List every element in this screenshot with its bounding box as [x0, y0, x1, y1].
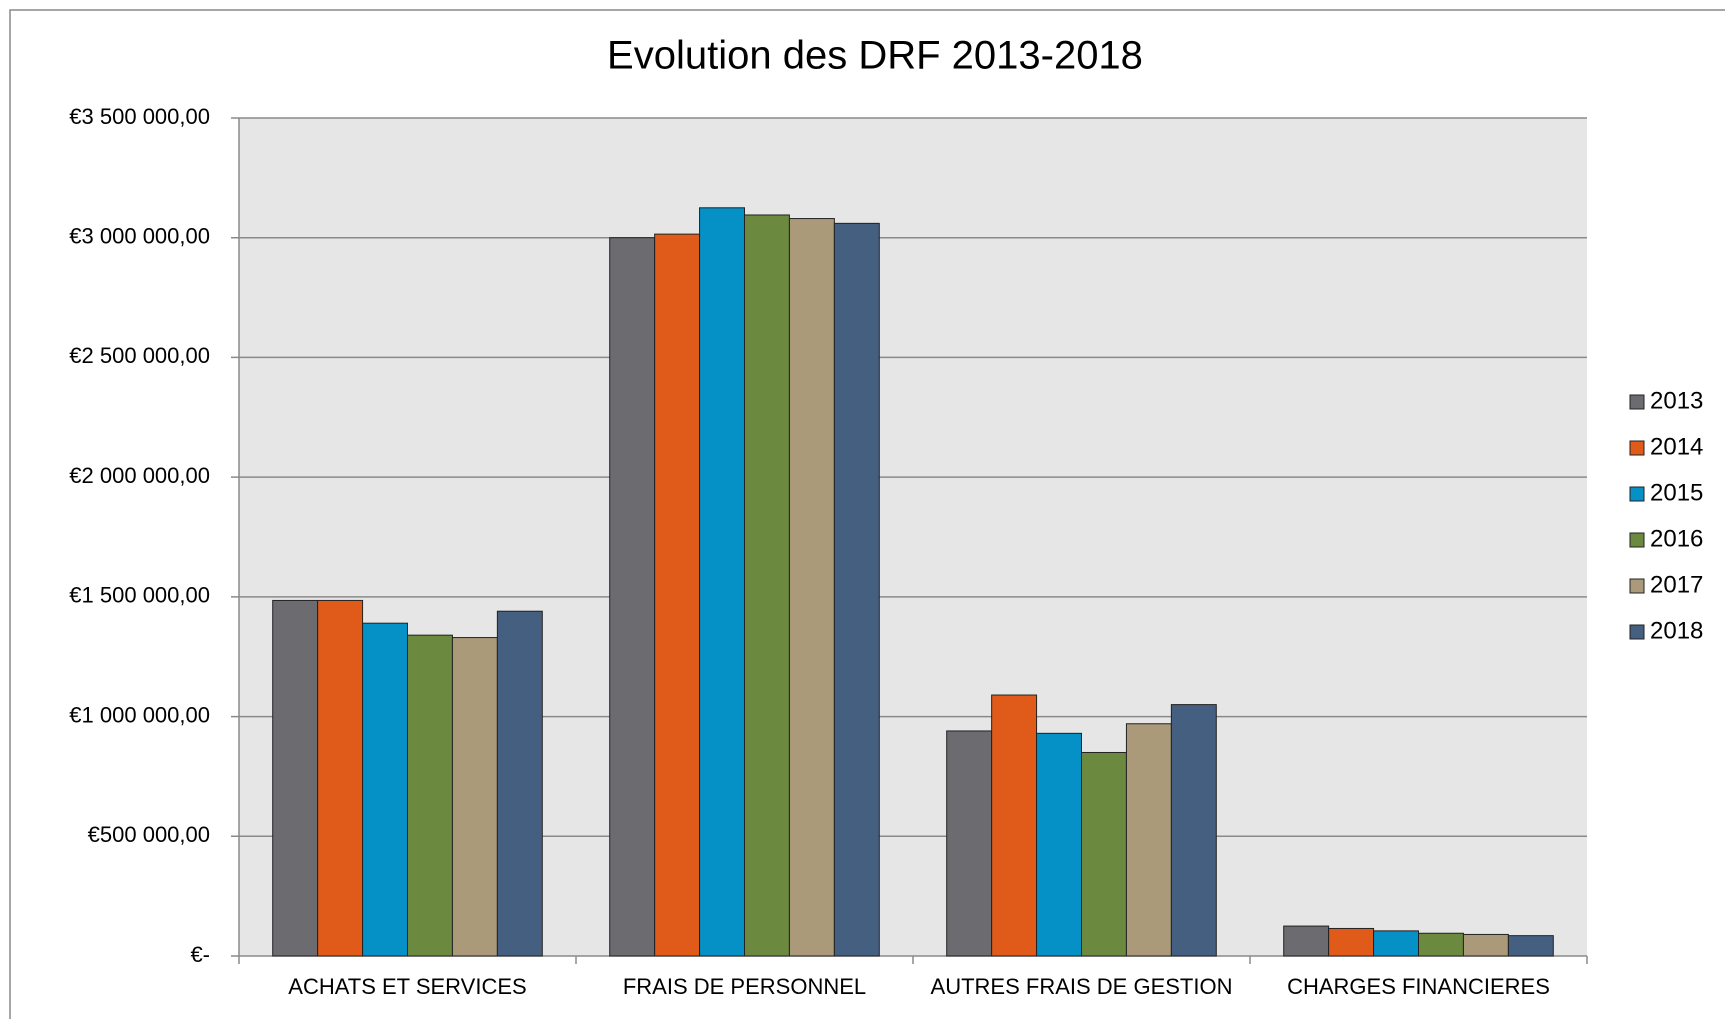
- bar: [744, 214, 790, 957]
- bar: [407, 634, 453, 957]
- x-tick-label: CHARGES FINANCIERES: [1287, 974, 1550, 999]
- bar: [1283, 925, 1330, 957]
- bar: [788, 218, 835, 957]
- legend-label: 2015: [1650, 479, 1703, 506]
- bar: [451, 637, 498, 957]
- y-tick-label: €1 500 000,00: [69, 583, 210, 608]
- chart-title: Evolution des DRF 2013-2018: [607, 34, 1143, 78]
- bar: [1418, 932, 1464, 957]
- bar: [317, 599, 364, 957]
- x-tick-label: ACHATS ET SERVICES: [288, 974, 526, 999]
- bar: [991, 694, 1038, 957]
- y-tick-label: €2 000 000,00: [69, 463, 210, 488]
- y-tick-label: €500 000,00: [88, 822, 210, 847]
- legend-swatch: [1629, 486, 1645, 502]
- legend-swatch: [1629, 440, 1645, 456]
- y-tick-label: €3 500 000,00: [69, 104, 210, 129]
- bar: [1328, 927, 1375, 957]
- legend-swatch: [1629, 394, 1645, 410]
- bar: [654, 233, 701, 957]
- bar: [1373, 930, 1419, 957]
- bar: [272, 599, 319, 957]
- bar: [1462, 933, 1509, 957]
- legend-swatch: [1629, 532, 1645, 548]
- x-tick-label: FRAIS DE PERSONNEL: [623, 974, 866, 999]
- y-tick-label: €3 000 000,00: [69, 224, 210, 249]
- y-tick-label: €-: [190, 942, 210, 967]
- bar: [946, 730, 993, 957]
- bar: [1125, 723, 1172, 957]
- bar: [1036, 732, 1082, 957]
- x-tick-label: AUTRES FRAIS DE GESTION: [931, 974, 1233, 999]
- bar: [609, 237, 656, 957]
- legend-label: 2016: [1650, 525, 1703, 552]
- bar: [1507, 935, 1554, 957]
- legend-label: 2018: [1650, 617, 1703, 644]
- legend-swatch: [1629, 624, 1645, 640]
- bar: [833, 222, 880, 957]
- bar: [1170, 704, 1217, 957]
- bar: [1081, 751, 1127, 957]
- bar: [699, 207, 745, 957]
- legend-label: 2017: [1650, 571, 1703, 598]
- legend-label: 2013: [1650, 387, 1703, 414]
- bar: [496, 610, 543, 957]
- y-tick-label: €1 000 000,00: [69, 702, 210, 727]
- y-tick-label: €2 500 000,00: [69, 343, 210, 368]
- legend-label: 2014: [1650, 433, 1703, 460]
- legend-swatch: [1629, 578, 1645, 594]
- bar: [362, 622, 409, 957]
